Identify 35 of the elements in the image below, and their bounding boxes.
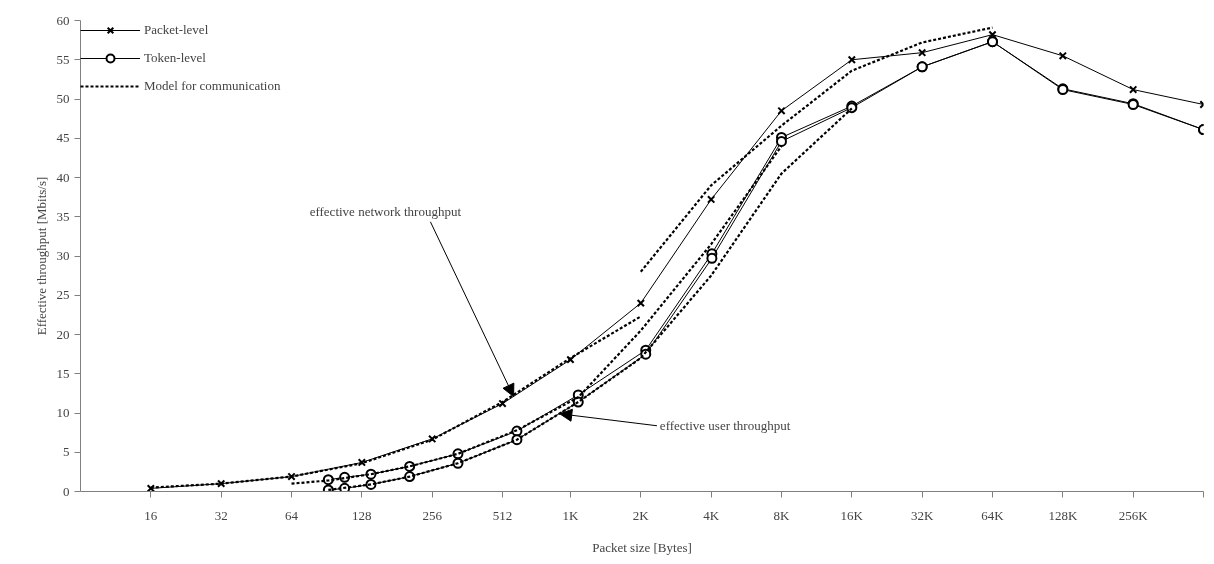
x-tick-label: 4K — [703, 507, 720, 523]
y-tick-label: 0 — [63, 483, 70, 499]
x-tick-label: 8K — [773, 507, 791, 523]
y-tick-label: 30 — [56, 248, 70, 263]
legend-label: Token-level — [144, 50, 206, 66]
y-axis-title: Effective throughput [Mbits/s] — [33, 176, 49, 336]
y-tick-label: 45 — [56, 130, 70, 146]
x-tick-label: 128K — [1048, 507, 1078, 523]
legend-label: Model for communication — [144, 78, 281, 94]
y-tick-label: 35 — [56, 208, 70, 224]
x-tick-label: 256 — [422, 507, 443, 523]
x-tick-label: 1K — [562, 507, 580, 523]
y-tick-label: 55 — [56, 51, 70, 67]
x-tick-label: 64 — [285, 507, 299, 523]
y-tick-label: 50 — [56, 91, 70, 106]
x-tick-label: 64K — [981, 507, 1005, 523]
x-axis-title: Packet size [Bytes] — [592, 539, 692, 555]
x-tick-label: 256K — [1118, 507, 1149, 523]
x-tick-label: 32K — [910, 507, 934, 523]
x-tick-label: 128 — [352, 507, 372, 523]
annotation: effective user throughput — [659, 418, 791, 434]
y-tick-label: 10 — [56, 405, 70, 420]
x-tick-label: 16K — [840, 507, 864, 523]
y-tick-label: 15 — [56, 365, 70, 381]
y-tick-label: 40 — [56, 169, 70, 185]
x-tick-label: 512 — [492, 507, 513, 523]
x-tick-label: 32 — [214, 507, 228, 523]
y-tick-label: 25 — [56, 287, 70, 303]
x-tick-label: 16 — [144, 507, 158, 523]
annotation: effective network throughput — [309, 204, 462, 220]
y-tick-label: 20 — [56, 326, 70, 342]
legend-label: Packet-level — [144, 22, 209, 38]
x-tick-label: 2K — [632, 507, 650, 523]
y-tick-label: 5 — [63, 444, 70, 460]
y-tick-label: 60 — [56, 12, 70, 28]
